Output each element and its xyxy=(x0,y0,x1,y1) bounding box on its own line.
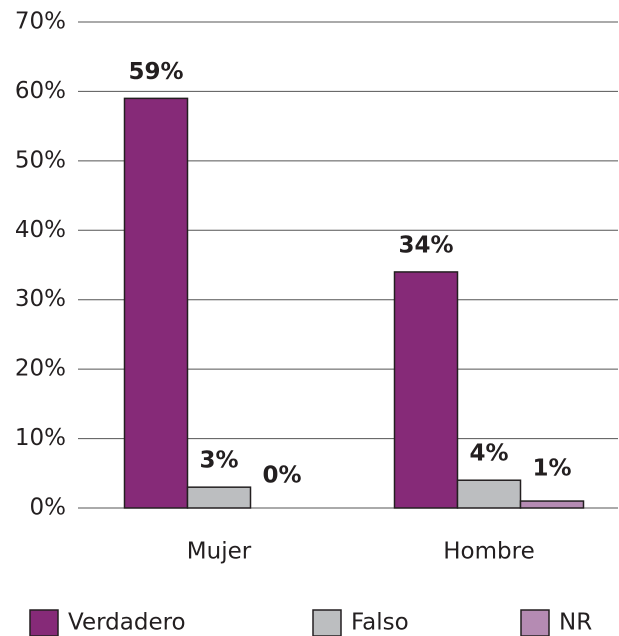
y-tick-label: 20% xyxy=(15,356,66,382)
legend-label: Falso xyxy=(351,610,409,636)
legend-label: Verdadero xyxy=(68,610,186,636)
x-tick-label: Hombre xyxy=(443,539,534,565)
legend-swatch xyxy=(29,609,59,636)
y-tick-label: 0% xyxy=(30,495,67,521)
legend-label: NR xyxy=(559,610,592,636)
value-label: 3% xyxy=(199,448,238,474)
legend-swatch xyxy=(312,609,342,636)
value-label: 0% xyxy=(262,463,301,489)
bar xyxy=(123,97,189,509)
y-tick-label: 60% xyxy=(15,78,66,104)
y-tick-label: 30% xyxy=(15,286,66,312)
bar xyxy=(393,271,459,509)
bar xyxy=(186,486,252,509)
bar xyxy=(456,479,522,509)
value-label: 34% xyxy=(398,232,453,258)
bar xyxy=(519,500,585,509)
value-label: 59% xyxy=(128,59,183,85)
y-tick-label: 40% xyxy=(15,217,66,243)
value-label: 4% xyxy=(469,441,508,467)
y-tick-label: 70% xyxy=(15,9,66,35)
y-tick-label: 10% xyxy=(15,425,66,451)
legend-swatch xyxy=(520,609,550,636)
y-tick-label: 50% xyxy=(15,147,66,173)
value-label: 1% xyxy=(532,456,571,482)
x-tick-label: Mujer xyxy=(187,539,252,565)
